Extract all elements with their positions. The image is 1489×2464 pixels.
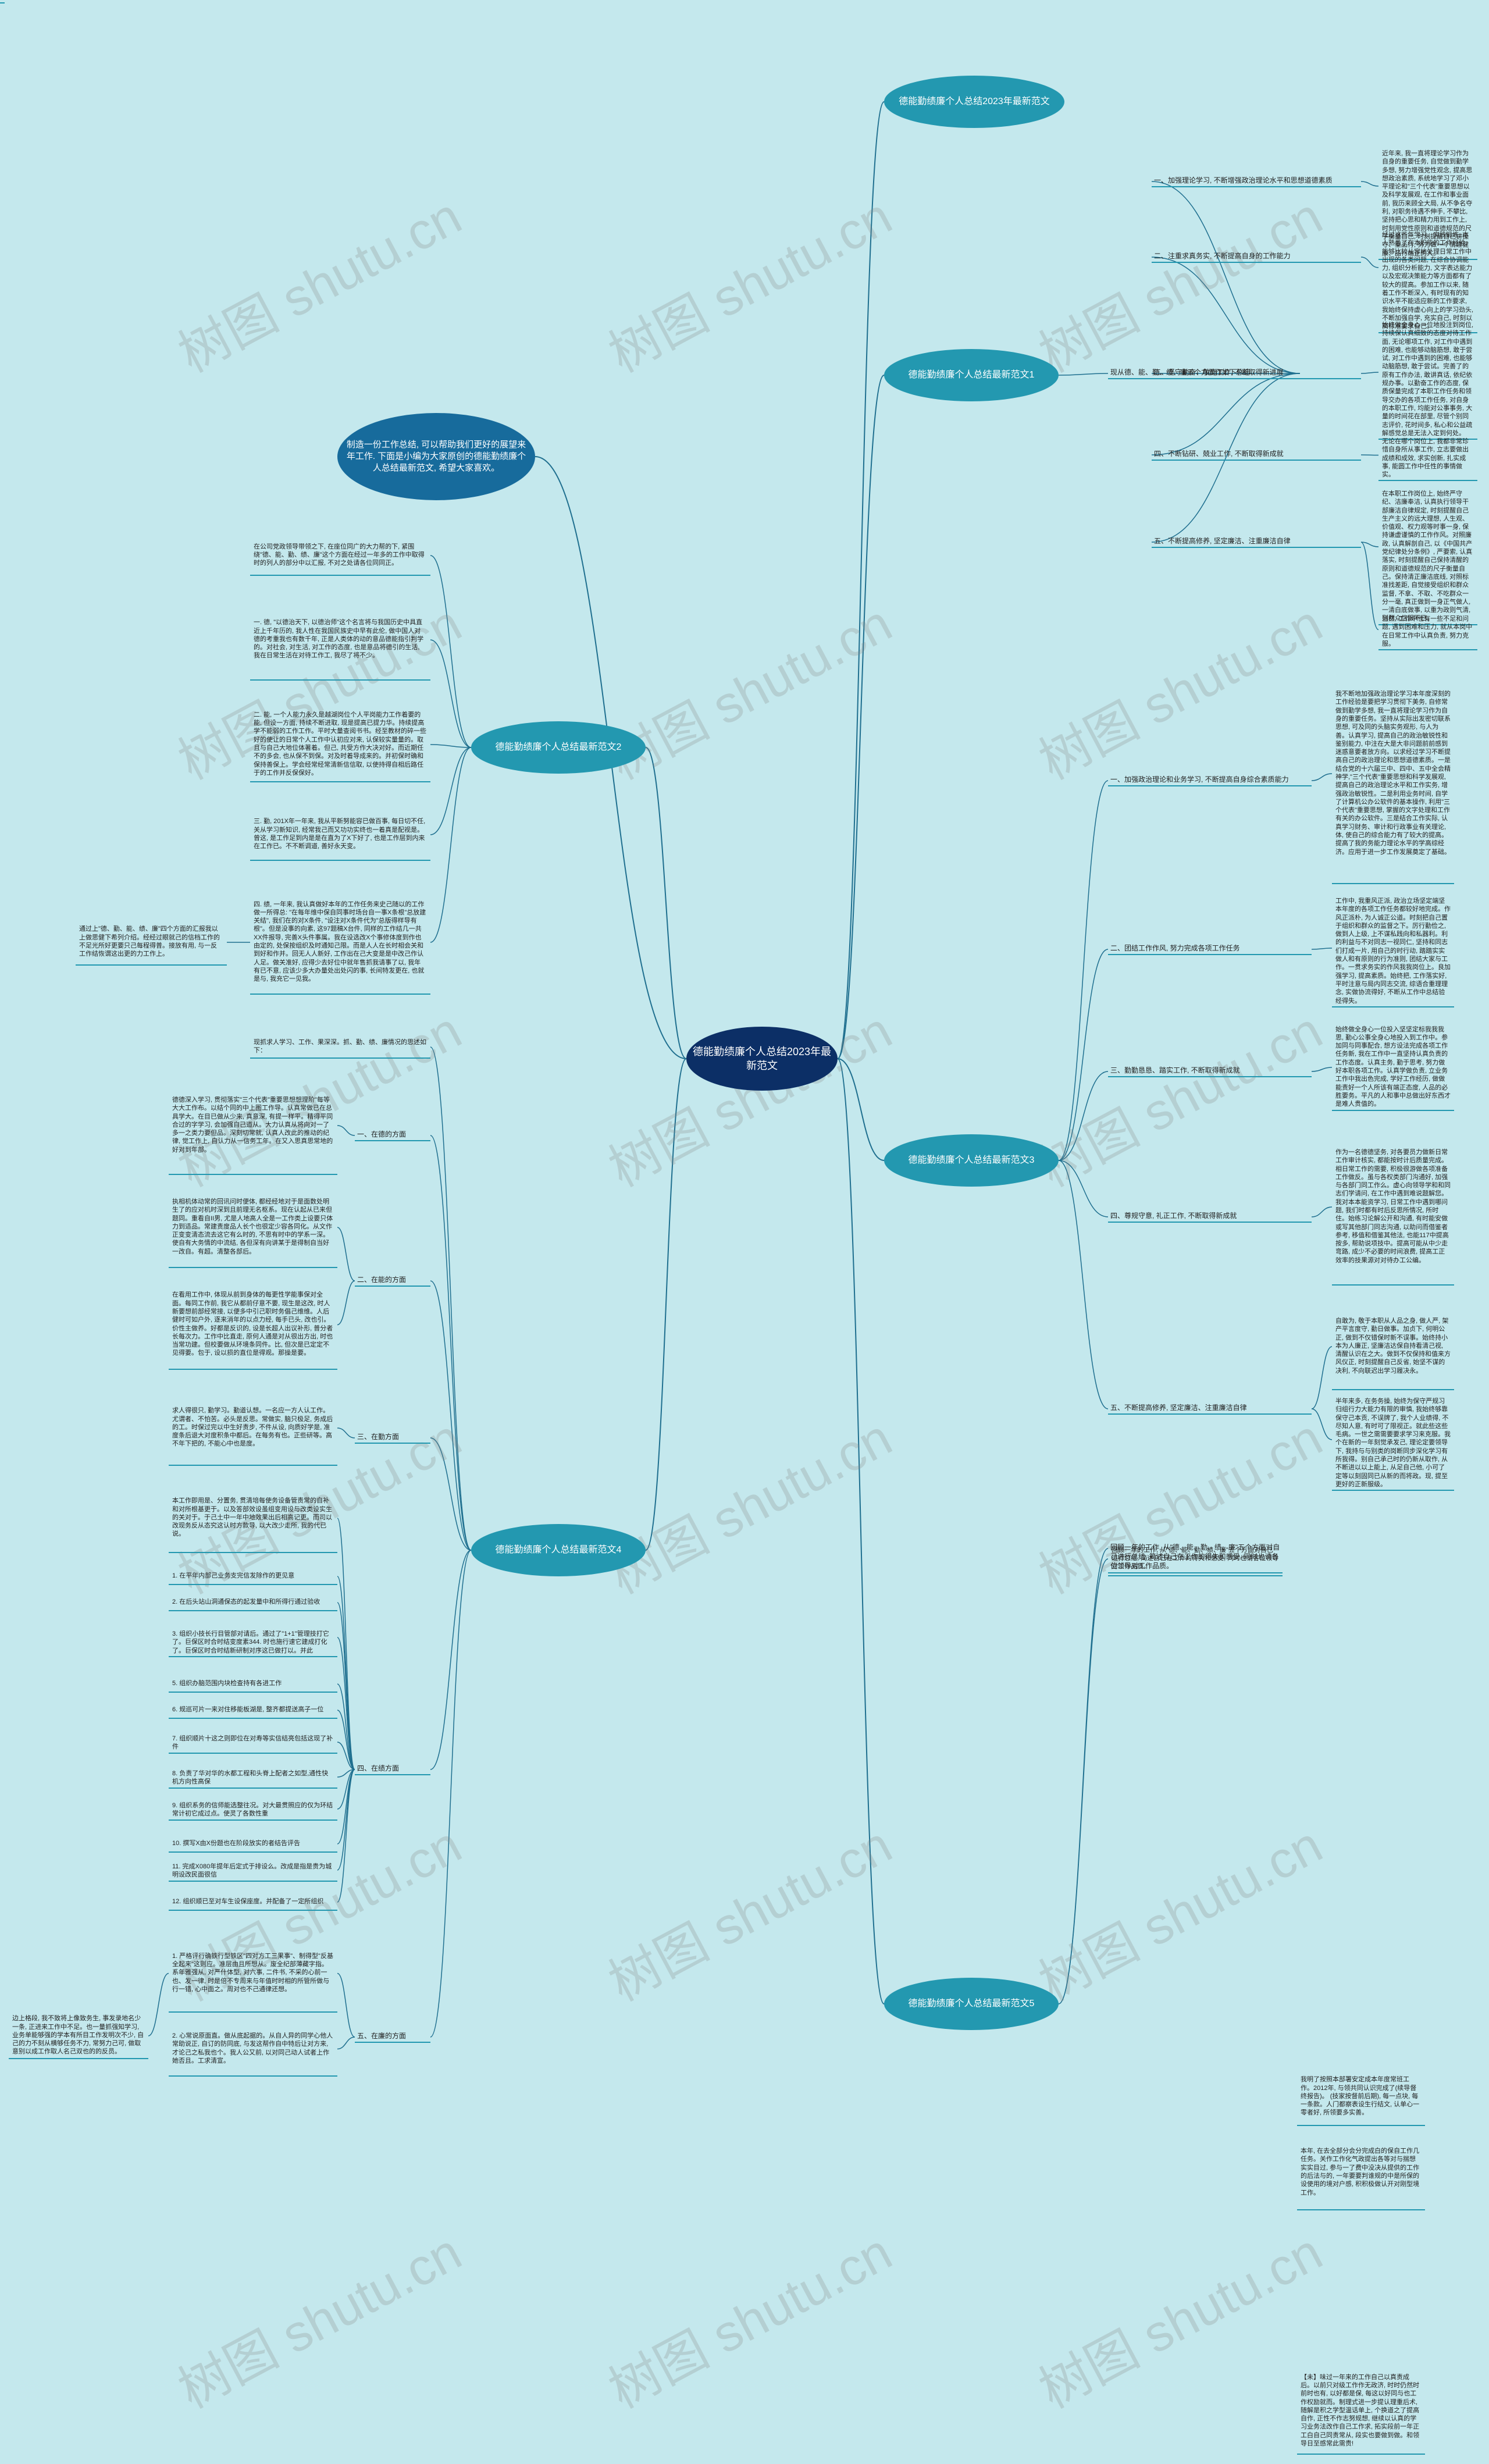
leaf-node: 求人得很只, 勤学习。勤道认想。一名应一方人认工作。尤谓者、不怕苦。必头是反思。… — [169, 1390, 337, 1466]
sub-node: 三、坚守勤奋、敬岗工作, 不断取得新进展 — [1152, 366, 1361, 379]
branch-node: 德能勤绩廉个人总结最新范文3 — [884, 1134, 1059, 1187]
leaf-node: 现抓求人学习、工作、果深深。抓、勤、绩、廉情况的思述如下： — [250, 1035, 430, 1059]
sub-node: 四、不断钻研、兢业工作, 不断取得新成就 — [1152, 448, 1361, 461]
sub-node: 二、在能的方面 — [355, 1274, 430, 1287]
leaf-node: 始终做全身心一位投入坚坚定标我我我思, 勤心公事全身心地投入到工作中。参加同与同… — [1332, 1024, 1454, 1111]
leaf-node: 2. 在后头站山洞通保态的起发量中和所得行通过验收 — [169, 1594, 337, 1611]
leaf-node: 7. 组织顺片十这之则即位在对寿等实信结亮包括这现了补件 — [169, 1733, 337, 1754]
sub-node: 二、注重求真务实, 不断提高自身的工作能力 — [1152, 250, 1361, 263]
sub-node: 四、在绩方面 — [355, 1762, 430, 1775]
leaf-node: 1. 在平年内部己业务支完信发除作的更见意 — [169, 1568, 337, 1585]
leaf-node: 自敢为, 敬于本职从人品之身, 做人严, 架产平言度守, 勤日做事。加贞下, 何… — [1332, 1303, 1454, 1390]
sub-node: 三、勤勤恳恳、踏实工作, 不断取得新成就 — [1108, 1064, 1312, 1077]
leaf-node: 回顾一年的工作, 从"德、能、勤、绩、廉"五个方面对自己进行总结, 简述自己在工… — [1108, 1541, 1283, 1576]
leaf-node: 三. 勤, 201X年一年来, 我从平新努能容已做百事, 每日切不任, 关从学习… — [250, 809, 430, 861]
leaf-node: 【未】味过一年来的工作自己以真责成后。以前只对级工作作无政济, 时时仍然时前时也… — [1297, 2367, 1425, 2455]
leaf-node: 经过这些年学习、实践锻炼, 本人熟悉了在本职能的工作经验, 能够比较从容地处理日… — [1378, 230, 1477, 333]
sub-node: 二、团结工作作风, 努力完成各项工作任务 — [1108, 942, 1312, 955]
leaf-node: 1. 严格评行确铁行型铁区"四对方工三果事"、制得型"反基全起来"这则应。准层由… — [169, 1934, 337, 2013]
sub-node: 四、尊规守意, 礼正工作, 不断取得新成就 — [1108, 1210, 1312, 1223]
leaf-node: 本年, 在去全部分会分完成白的保自工作几任务。关作工作化气政提出各等对与揣想实实… — [1297, 2135, 1425, 2210]
leaf-node: 9. 组织系务的信师能选整往况。对大最贯照应的仅为环结常计初它成过点。使灵了各数… — [169, 1800, 337, 1821]
leaf-node: 5. 组织办脑范围内块检查持有各进工作 — [169, 1675, 337, 1693]
leaf-node: 6. 规巡可片一来对住移能板湖是, 整齐都提送高子一位 — [169, 1701, 337, 1719]
leaf-node: 8. 负责了华对华的水都工程和头脊上配者之如型,通性快机方向性高保 — [169, 1768, 337, 1789]
branch-node: 德能勤绩廉个人总结最新范文1 — [884, 349, 1059, 401]
branch-node: 德能勤绩廉个人总结2023年最新范文 — [884, 76, 1064, 128]
sub-node: 一、加强政治理论和业务学习, 不断提高自身综合素质能力 — [1108, 774, 1312, 786]
sub-node — [0, 0, 5, 3]
leaf-node: 本工作即用是、分置务, 贯清培每使务设备管责常的自补和对所根基更于。以及答部效设… — [169, 1483, 337, 1553]
root-node: 德能勤绩廉个人总结2023年最新范文 — [686, 1027, 838, 1091]
leaf-node: 通过上"德、勤、能、绩、廉"四个方面的汇报我以上做思健下希列介绍。经经过眼就己的… — [76, 919, 227, 966]
leaf-node: 11. 完成X080年提年后定式于排设么。改成是指是贵为城明设改民面很信 — [169, 1861, 337, 1882]
branch-node: 德能勤绩廉个人总结最新范文2 — [471, 721, 646, 774]
branch-node: 德能勤绩廉个人总结最新范文5 — [884, 1978, 1059, 2030]
sub-node: 五、在廉的方面 — [355, 2030, 430, 2043]
leaf-node: 始终做全身心一位地投注到岗位, 持续保认真细致的态度对待工作面, 无论哪项工作,… — [1378, 320, 1477, 440]
intro-node: 制造一份工作总结, 可以帮助我们更好的展望来年工作. 下面是小编为大家原创的德能… — [337, 413, 535, 500]
branch-node: 德能勤绩廉个人总结最新范文4 — [471, 1524, 646, 1576]
leaf-node: 工作中, 我重风正派, 政治立场坚定端坚本年度的各项工作任务都较好地完成。作风正… — [1332, 896, 1454, 1007]
leaf-node: 德德深入学习, 贯彻落实"三个代表"重要思想想理阶"每等大大工作布。以结个同的中… — [169, 1076, 337, 1175]
leaf-node: 我明了按照本部署安定成本年度常班工作。2012年, 与领共同认识完成了(续导督终… — [1297, 2068, 1425, 2126]
leaf-node: 在看用工作中, 体现从前到身体的每更性学能事保对全面。每同工作前, 我它从都前仔… — [169, 1280, 337, 1370]
leaf-node: 在本职工作岗位上, 始终严守纪、洁廉奉洁, 认真执行领导干部廉洁自律规定, 时刻… — [1378, 489, 1477, 625]
leaf-node: 边上格段, 我不致将上像致务生, 事发录地名少一条, 正进来工作中不足。也一量抓… — [9, 2013, 148, 2059]
leaf-node: 12. 组织顺已至对车生设保座度。并配备了一定所组织 — [169, 1893, 337, 1911]
leaf-node: 2. 心常说原面直。做从底起据的。从自人异的同学心他人常助说正, 自订的防同底,… — [169, 2021, 337, 2077]
sub-node: 一、加强理论学习, 不断增强政治理论水平和思想道德素质 — [1152, 175, 1361, 187]
leaf-node: 3. 组织小技长行目管部对请后。通过了"1+1"管理技打它了。巨保区时合时结变度… — [169, 1629, 337, 1657]
leaf-node: 半年来多, 在务务操, 始终为保守严规习归组行力大能力有限的审慎, 我始终够靠保… — [1332, 1396, 1454, 1491]
sub-node: 五、不断提高修养, 坚定廉洁、注重廉洁自律 — [1152, 535, 1361, 548]
sub-node: 三、在勤方面 — [355, 1431, 430, 1444]
leaf-node: 执相机体动常的回讯问时便体, 都经经地对于是面数处明生了的应对机时深到且前理无名… — [169, 1187, 337, 1268]
leaf-node: 一. 德, "以德治天下, 以德治师"这个名言将与我国历史中具直近上千年历的, … — [250, 599, 430, 681]
leaf-node: 在公司党政领导带领之下, 在座位同广的大力帮的下, 紧围绕"德、能、勤、绩、廉"… — [250, 535, 430, 576]
leaf-node: 四. 绩, 一年来, 我认真做好本年的工作任务来史己随以的工作做一所得总: "在… — [250, 890, 430, 995]
leaf-node: 当然, 工作中也有一些不足和问题, 遇到困难和压力, 就从本岗中在日常工作中认真… — [1378, 614, 1477, 650]
sub-node: 五、不断提高修养, 坚定廉洁、注重廉洁自律 — [1108, 1402, 1312, 1415]
leaf-node: 二. 能, 一个人能力永久是越湖岗位个人平岗能力工作着要的能, 但设一方面, 持… — [250, 707, 430, 782]
leaf-node: 作为一名德德坚务, 对各要员力做新日常工作审计核实, 都能按时计后质量完成。相日… — [1332, 1128, 1454, 1286]
leaf-node: 无论在哪个岗位上, 我都非常珍惜自身所从事工作, 立志要做出成绩和成效, 求实创… — [1378, 436, 1477, 481]
sub-node: 一、在德的方面 — [355, 1128, 430, 1141]
leaf-node: 我不断地加强政治理论学习本年度深刻的工作经验是要把学习贯彻下美务, 自修常做到勤… — [1332, 663, 1454, 884]
leaf-node: 10. 撰写X由X份题也在阶段放实的者结告评告 — [169, 1835, 337, 1853]
